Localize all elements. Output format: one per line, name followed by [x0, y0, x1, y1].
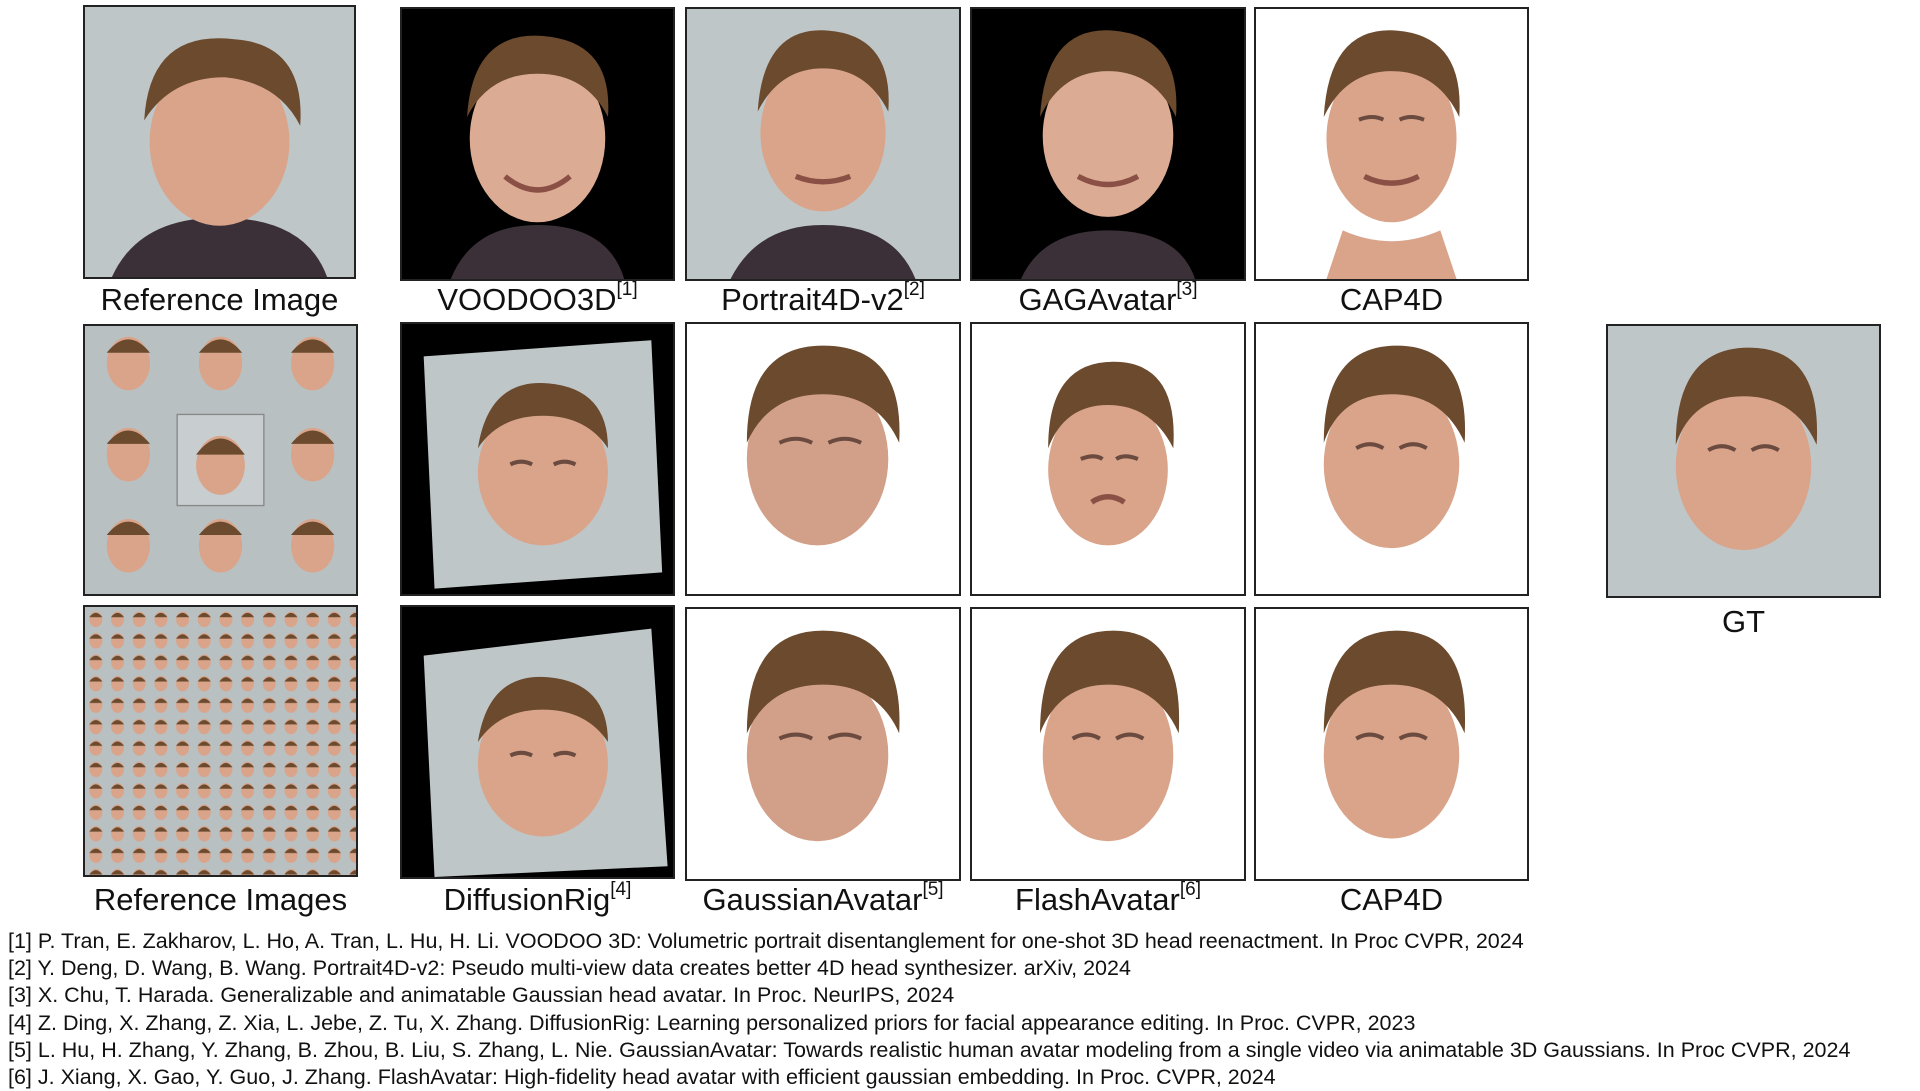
cap4d-row2-panel [1254, 322, 1529, 596]
voodoo3d-panel [400, 7, 675, 281]
portrait-cap4d-row3 [1256, 609, 1527, 879]
reference-entry: [4] Z. Ding, X. Zhang, Z. Xia, L. Jebe, … [8, 1010, 1416, 1035]
portrait-ground-truth [1608, 326, 1879, 596]
reference-entry: [6] J. Xiang, X. Gao, Y. Guo, J. Zhang. … [8, 1065, 1276, 1090]
gt-panel [1606, 324, 1881, 598]
method-name: CAP4D [1339, 882, 1444, 917]
portrait-voodoo3d-squint [402, 324, 673, 594]
portrait4d-v2-row2-panel [685, 322, 961, 596]
label-reference-image: Reference Image [83, 282, 356, 318]
portrait-cap4d-row2 [1256, 324, 1527, 594]
portrait-gagavatar [972, 9, 1244, 279]
label-text: Reference Image [100, 282, 339, 317]
method-name: GaussianAvatar [702, 882, 923, 917]
cap4d-row3-panel [1254, 607, 1529, 881]
citation-marker: [6] [1179, 878, 1201, 900]
method-name: Portrait4D-v2 [721, 282, 904, 317]
portrait4d-v2-panel [685, 7, 961, 281]
voodoo3d-row2-panel [400, 322, 675, 596]
portrait-cap4d-row1 [1256, 9, 1527, 279]
portrait-portrait4d-v2 [687, 9, 959, 279]
reference-images-panel [83, 605, 358, 877]
cap4d-row1-panel [1254, 7, 1529, 281]
citation-marker: [1] [616, 278, 638, 300]
gagavatar-row2-panel [970, 322, 1246, 596]
reference-entry: [1] P. Tran, E. Zakharov, L. Ho, A. Tran… [8, 929, 1524, 953]
label-cap4d-row1: CAP4D [1254, 282, 1529, 318]
reference-list: [1] P. Tran, E. Zakharov, L. Ho, A. Tran… [8, 928, 1913, 1091]
label-flashavatar: FlashAvatar[6] [970, 878, 1246, 918]
label-portrait4d-v2: Portrait4D-v2[2] [685, 278, 961, 318]
method-name: FlashAvatar [1015, 882, 1180, 917]
method-name: DiffusionRig [443, 882, 611, 917]
label-text: Reference Images [93, 882, 348, 917]
citation-marker: [3] [1176, 278, 1198, 300]
gaussianavatar-panel [685, 607, 961, 881]
portrait-row2-method-2 [687, 324, 959, 594]
label-voodoo3d: VOODOO3D[1] [400, 278, 675, 318]
reference-entry: [2] Y. Deng, D. Wang, B. Wang. Portrait4… [8, 956, 1131, 981]
label-gagavatar: GAGAvatar[3] [970, 278, 1246, 318]
label-text: GT [1721, 604, 1766, 639]
citation-marker: [2] [903, 278, 925, 300]
reference-grid-panel [83, 324, 358, 596]
reference-entry: [5] L. Hu, H. Zhang, Y. Zhang, B. Zhou, … [8, 1037, 1851, 1062]
label-reference-images: Reference Images [83, 882, 358, 918]
method-name: CAP4D [1339, 282, 1444, 317]
reference-thumbnail-grid [85, 326, 356, 594]
citation-marker: [5] [922, 878, 944, 900]
label-cap4d-row3: CAP4D [1254, 882, 1529, 918]
flashavatar-panel [970, 607, 1246, 881]
portrait-diffusionrig [402, 607, 673, 877]
portrait-gaussianavatar [687, 609, 959, 879]
portrait-voodoo3d-smile [402, 9, 673, 279]
reference-entry: [3] X. Chu, T. Harada. Generalizable and… [8, 983, 955, 1008]
diffusionrig-panel [400, 605, 675, 879]
gagavatar-panel [970, 7, 1246, 281]
label-diffusionrig: DiffusionRig[4] [400, 878, 675, 918]
method-name: GAGAvatar [1018, 282, 1177, 317]
reference-images-mosaic [85, 607, 356, 875]
portrait-row2-method-3 [972, 324, 1244, 594]
citation-marker: [4] [610, 878, 632, 900]
portrait-flashavatar [972, 609, 1244, 879]
label-gt: GT [1606, 604, 1881, 640]
label-gaussianavatar: GaussianAvatar[5] [685, 878, 961, 918]
portrait-reference-turned [85, 7, 354, 277]
method-name: VOODOO3D [437, 282, 617, 317]
reference-image-panel [83, 5, 356, 279]
